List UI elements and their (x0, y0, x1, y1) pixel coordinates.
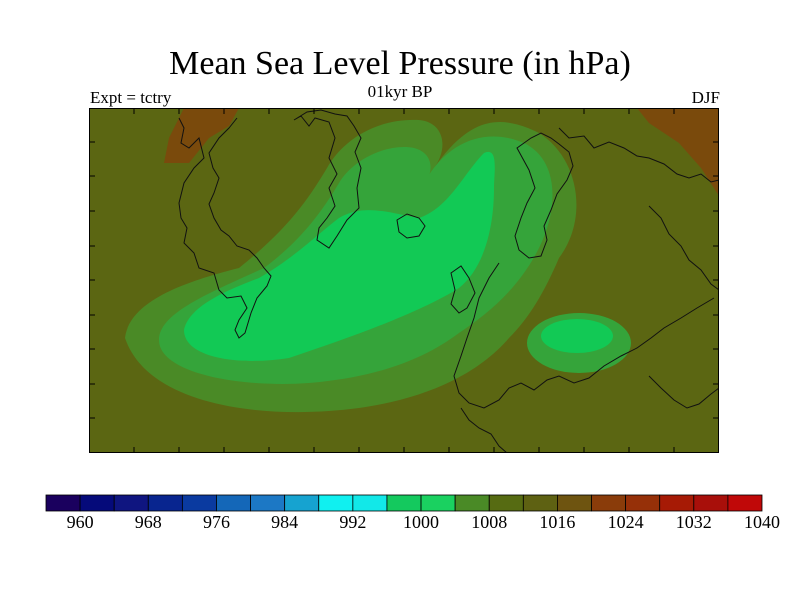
colorbar-swatch (284, 494, 320, 512)
season-label: DJF (691, 88, 720, 107)
colorbar-swatch (181, 494, 217, 512)
colorbar-swatch (693, 494, 729, 512)
colorbar-swatch (659, 494, 695, 512)
colorbar-tick-label: 1000 (403, 512, 440, 532)
colorbar-swatch (352, 494, 388, 512)
colorbar-tick-label: 976 (202, 512, 230, 532)
map-frame (89, 108, 719, 453)
coastline-arabia (648, 375, 719, 409)
coastline-europe (453, 262, 715, 409)
colorbar-tick-label: 960 (66, 512, 94, 532)
time-label: 01kyr BP (367, 82, 433, 101)
coastline-asia-east (648, 205, 719, 291)
high-pressure-nw (164, 108, 239, 163)
colorbar-swatch (45, 494, 81, 512)
coastline-iceland (396, 213, 426, 239)
colorbar-swatch (79, 494, 115, 512)
colorbar-tick-label: 968 (134, 512, 162, 532)
colorbar-swatch (216, 494, 251, 512)
coastline-north-america (178, 117, 272, 339)
colorbar-swatch (625, 494, 661, 512)
colorbar-swatch (522, 494, 558, 512)
coastline-scandinavia (514, 132, 574, 259)
colorbar-swatch (147, 494, 183, 512)
colorbar-tick-label: 1016 (539, 512, 576, 532)
colorbar-swatch (420, 494, 456, 512)
high-pressure-ne (637, 108, 719, 196)
coastline-british-isles (450, 265, 476, 314)
colorbar-swatch (113, 494, 149, 512)
colorbar-tick-label: 1032 (675, 512, 712, 532)
colorbar-tick-label: 984 (271, 512, 299, 532)
coastline-greenland (293, 109, 362, 249)
colorbar-tick-label: 1040 (744, 512, 780, 532)
colorbar-tick-label: 1008 (471, 512, 508, 532)
colorbar-tick-label: 1024 (607, 512, 644, 532)
coastlines (178, 109, 719, 453)
colorbar-tick-label: 992 (339, 512, 367, 532)
plot-title: Mean Sea Level Pressure (in hPa) (169, 45, 631, 82)
colorbar-swatch (557, 494, 592, 512)
pressure-map (89, 108, 719, 453)
mediterranean-low-core (541, 319, 613, 353)
colorbar-swatch (250, 494, 286, 512)
colorbar-swatch (727, 494, 763, 512)
colorbar-swatch (488, 494, 524, 512)
colorbar-swatch (318, 494, 354, 512)
coastline-asia-north (558, 127, 719, 183)
experiment-label: Expt = tctry (90, 88, 172, 107)
colorbar-swatch (454, 494, 490, 512)
colorbar-swatch (591, 494, 627, 512)
colorbar (45, 494, 763, 512)
colorbar-swatch (386, 494, 422, 512)
low-pressure-core (184, 151, 495, 361)
coastline-africa (460, 407, 508, 453)
